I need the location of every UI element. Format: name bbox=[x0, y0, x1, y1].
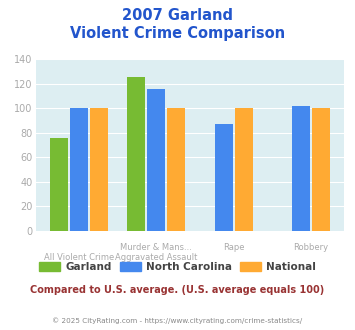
Bar bbox=[292, 106, 310, 231]
Text: All Violent Crime: All Violent Crime bbox=[44, 253, 114, 262]
Bar bbox=[127, 77, 145, 231]
Text: 2007 Garland: 2007 Garland bbox=[122, 8, 233, 23]
Text: Aggravated Assault: Aggravated Assault bbox=[115, 253, 197, 262]
Bar bbox=[235, 109, 253, 231]
Bar bbox=[167, 109, 185, 231]
Bar bbox=[90, 109, 108, 231]
Bar bbox=[312, 109, 330, 231]
Text: Violent Crime Comparison: Violent Crime Comparison bbox=[70, 26, 285, 41]
Bar bbox=[214, 124, 233, 231]
Text: Murder & Mans...: Murder & Mans... bbox=[120, 243, 192, 252]
Bar bbox=[70, 109, 88, 231]
Bar bbox=[147, 89, 165, 231]
Text: © 2025 CityRating.com - https://www.cityrating.com/crime-statistics/: © 2025 CityRating.com - https://www.city… bbox=[53, 317, 302, 324]
Text: Robbery: Robbery bbox=[294, 243, 329, 252]
Bar bbox=[50, 138, 68, 231]
Legend: Garland, North Carolina, National: Garland, North Carolina, National bbox=[35, 258, 320, 276]
Text: Rape: Rape bbox=[223, 243, 245, 252]
Text: Compared to U.S. average. (U.S. average equals 100): Compared to U.S. average. (U.S. average … bbox=[31, 285, 324, 295]
